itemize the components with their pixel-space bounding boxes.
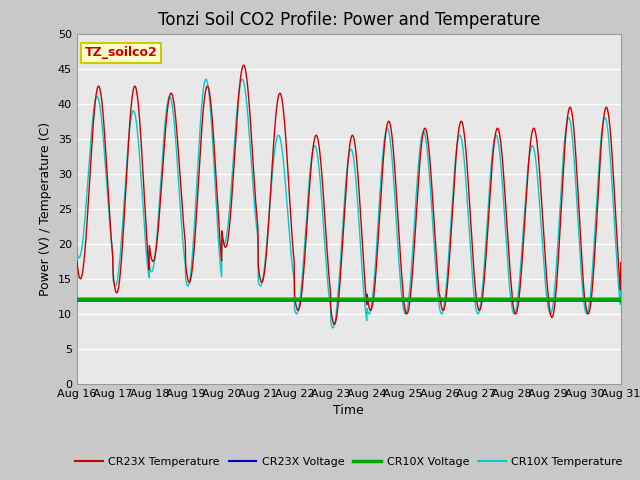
Y-axis label: Power (V) / Temperature (C): Power (V) / Temperature (C) bbox=[39, 122, 52, 296]
Title: Tonzi Soil CO2 Profile: Power and Temperature: Tonzi Soil CO2 Profile: Power and Temper… bbox=[157, 11, 540, 29]
Text: TZ_soilco2: TZ_soilco2 bbox=[85, 47, 157, 60]
X-axis label: Time: Time bbox=[333, 405, 364, 418]
Legend: CR23X Temperature, CR23X Voltage, CR10X Voltage, CR10X Temperature: CR23X Temperature, CR23X Voltage, CR10X … bbox=[70, 453, 627, 471]
